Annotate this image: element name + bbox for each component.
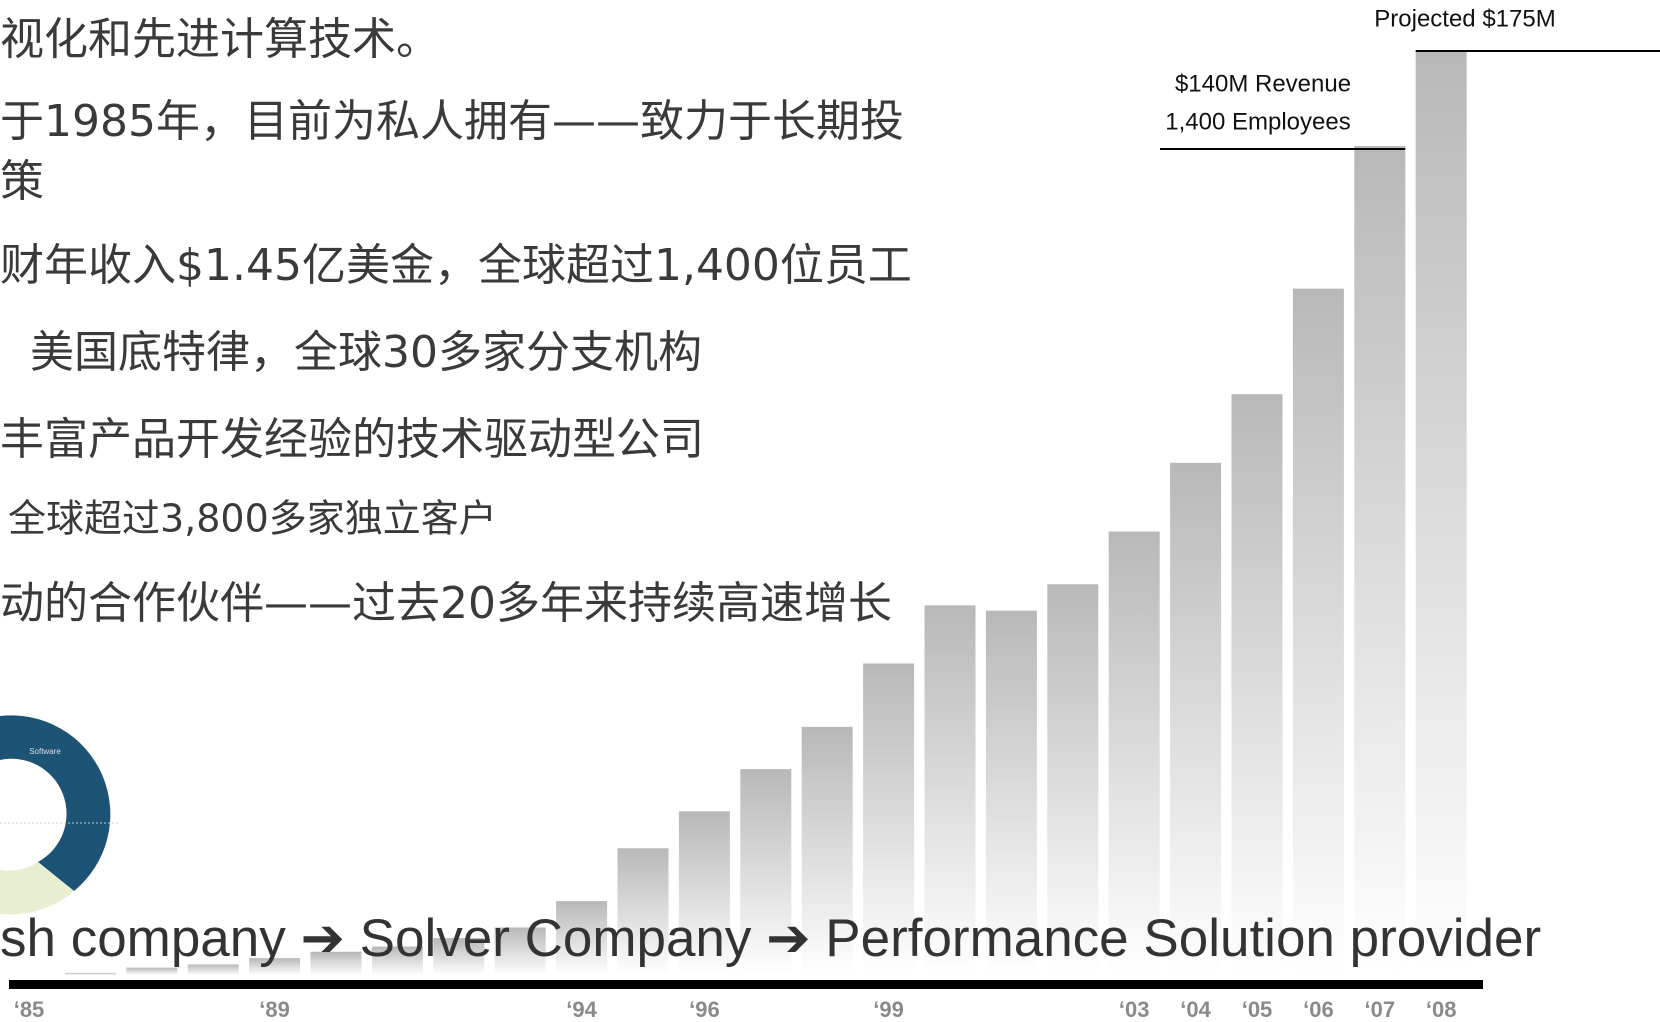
x-tick-label: ‘08	[1426, 997, 1457, 1022]
bar	[1047, 584, 1099, 975]
bar	[924, 605, 976, 975]
bullet-line: 全球超过3,800多家独立客户	[8, 497, 497, 541]
bar	[801, 726, 853, 975]
bar	[617, 848, 669, 975]
x-tick-label: ‘99	[873, 997, 904, 1022]
bar	[310, 951, 362, 975]
annotation: $140M Revenue	[1175, 70, 1351, 97]
x-tick-label: ‘07	[1365, 997, 1396, 1022]
x-tick-label: ‘85	[14, 997, 45, 1022]
x-tick-label: ‘96	[689, 997, 720, 1022]
bullet-line: 策	[0, 156, 44, 207]
donut-segment	[0, 715, 111, 891]
bullet-text: 视化和先进计算技术。 于1985年，目前为私人拥有——致力于长期投 策 财年收入…	[0, 14, 912, 629]
axis-line	[9, 980, 1483, 989]
bar	[556, 901, 608, 975]
bar	[433, 938, 485, 975]
bar	[1292, 288, 1344, 976]
bar	[1354, 146, 1406, 976]
bar	[494, 927, 546, 975]
donut-segment	[0, 862, 74, 915]
tagline: sh company ➔ Solver Company ➔ Performanc…	[0, 909, 1541, 968]
bullet-line: 动的合作伙伴——过去20多年来持续高速增长	[0, 578, 892, 629]
bar	[64, 972, 116, 975]
bullet-line: 丰富产品开发经验的技术驱动型公司	[0, 414, 704, 465]
bar	[863, 663, 915, 975]
bar	[371, 946, 423, 975]
bar	[1231, 394, 1283, 975]
bar	[985, 610, 1037, 975]
annotation: 1,400 Employees	[1165, 108, 1350, 135]
x-tick-label: ‘89	[259, 997, 290, 1022]
x-tick-label: ‘03	[1119, 997, 1150, 1022]
annotation: Projected $175M	[1374, 5, 1555, 32]
chart: ‘85 ‘89 ‘94 ‘96 ‘99 ‘03 ‘04 ‘05 ‘06 ‘07 ‘08 $140M R…	[9, 5, 1660, 1022]
bar	[740, 769, 792, 975]
bar	[187, 964, 239, 975]
bar	[678, 811, 730, 975]
x-tick-label: ‘94	[566, 997, 597, 1022]
bar	[126, 967, 178, 975]
bar	[1415, 51, 1467, 975]
bar	[249, 958, 301, 975]
bar	[1170, 462, 1222, 976]
x-tick-label: ‘06	[1303, 997, 1334, 1022]
bullet-line: 视化和先进计算技术。	[0, 14, 440, 65]
donut-label: Software	[29, 747, 61, 756]
donut-diagram: Software	[0, 715, 118, 915]
bullet-line: 于1985年，目前为私人拥有——致力于长期投	[0, 96, 904, 147]
bar	[1108, 531, 1160, 975]
bullet-line: 美国底特律，全球30多家分支机构	[30, 327, 702, 378]
x-tick-label: ‘04	[1180, 997, 1211, 1022]
bullet-line: 财年收入$1.45亿美金，全球超过1,400位员工	[0, 240, 912, 291]
x-tick-label: ‘05	[1242, 997, 1273, 1022]
